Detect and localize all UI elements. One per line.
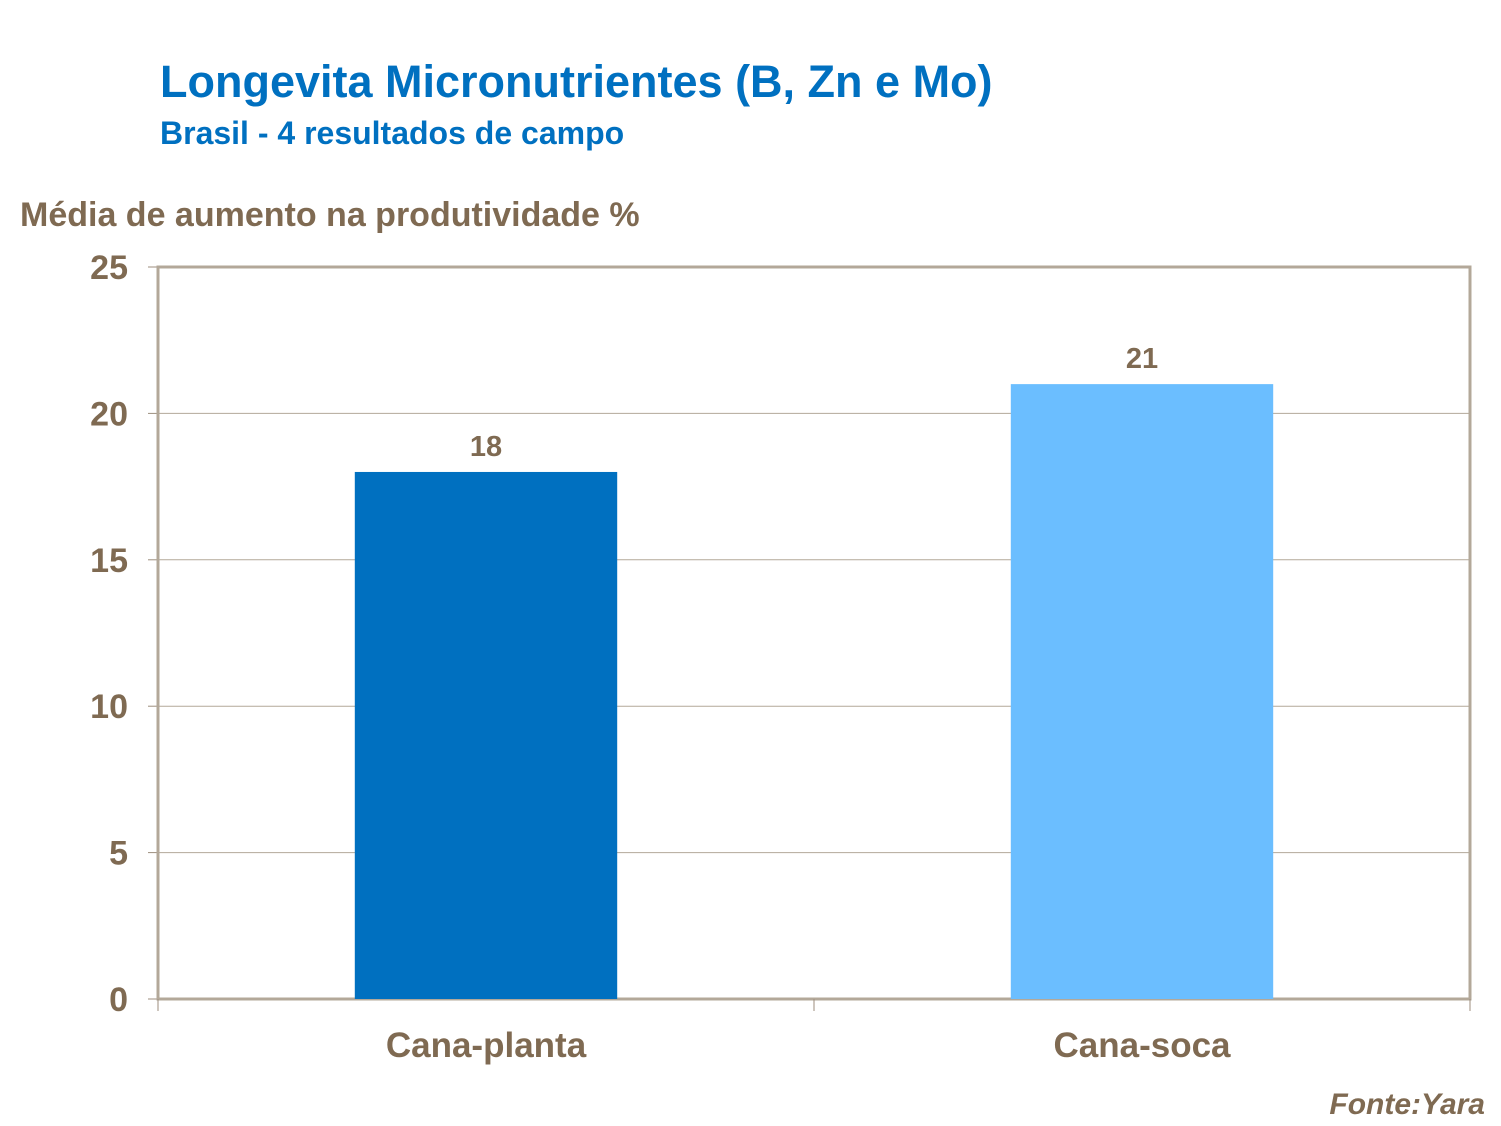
x-tick-label: Cana-planta (386, 1026, 587, 1065)
data-label: 18 (470, 431, 502, 463)
y-axis-label: Média de aumento na produtividade % (20, 196, 640, 234)
bar-cana-planta (354, 471, 618, 1000)
y-tick-label: 0 (109, 981, 128, 1019)
x-tick-label: Cana-soca (1053, 1026, 1231, 1065)
y-tick-label: 25 (90, 249, 128, 287)
chart-title: Longevita Micronutrientes (B, Zn e Mo) (160, 56, 993, 107)
source-note: Fonte:Yara (1329, 1088, 1485, 1121)
chart-subtitle: Brasil - 4 resultados de campo (160, 115, 625, 151)
y-tick-label: 20 (90, 395, 128, 433)
data-label: 21 (1126, 343, 1158, 375)
bar-cana-soca (1010, 384, 1274, 999)
y-tick-label: 15 (90, 542, 128, 580)
y-tick-label: 10 (90, 688, 128, 726)
y-tick-label: 5 (109, 835, 128, 873)
